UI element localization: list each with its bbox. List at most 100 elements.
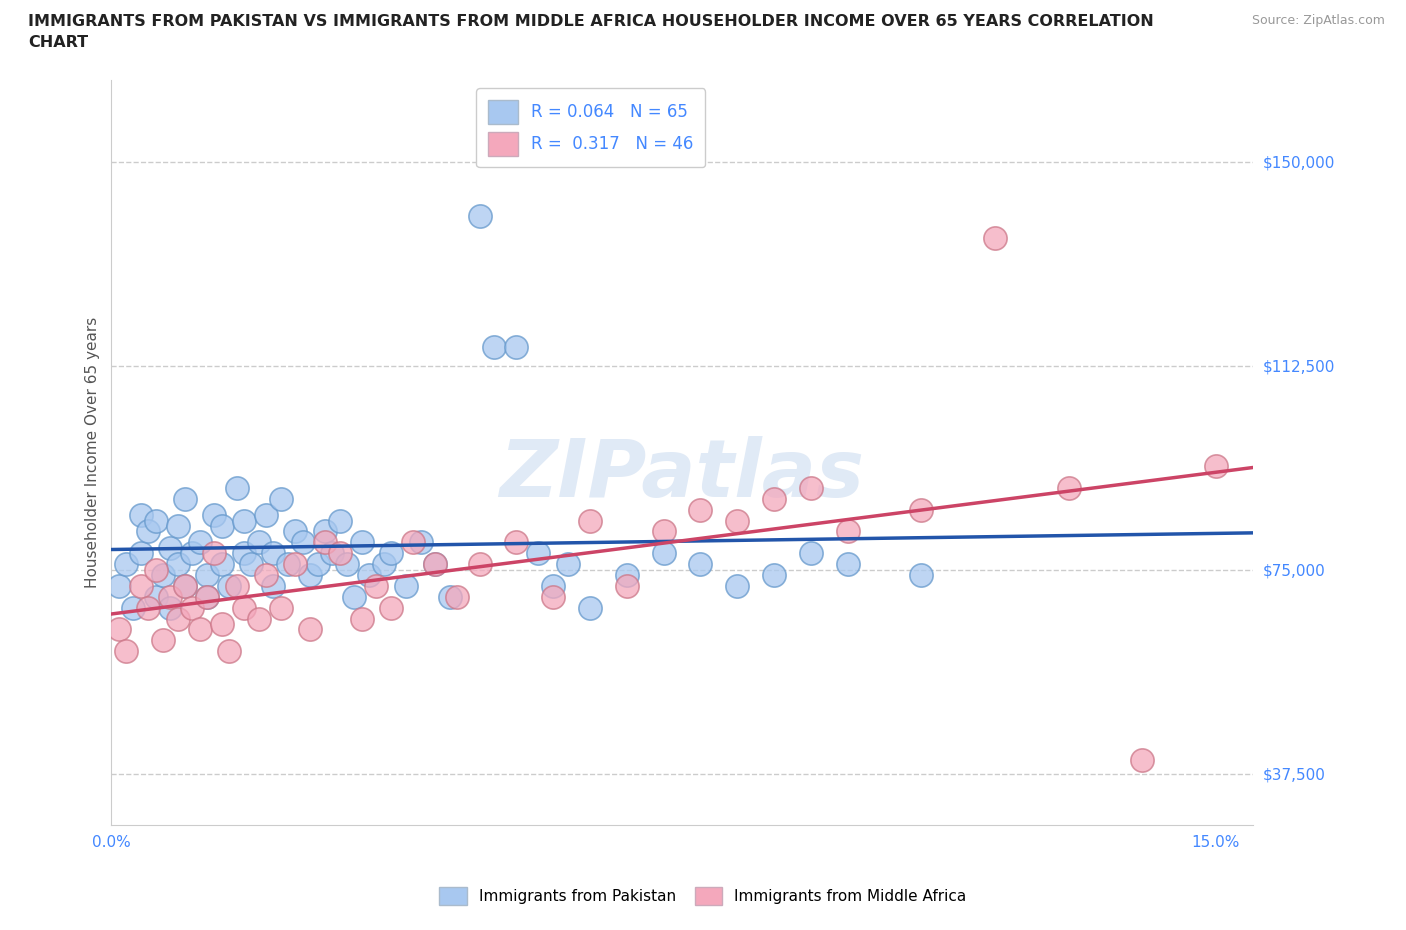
Point — [910, 502, 932, 517]
Point — [166, 611, 188, 626]
Point — [329, 546, 352, 561]
Point — [402, 535, 425, 550]
Point — [579, 600, 602, 615]
Point — [425, 557, 447, 572]
Point — [616, 567, 638, 582]
Point — [211, 519, 233, 534]
Point — [211, 557, 233, 572]
Point — [1130, 752, 1153, 767]
Point — [837, 525, 859, 539]
Point — [425, 557, 447, 572]
Point — [188, 535, 211, 550]
Point — [299, 567, 322, 582]
Point — [181, 600, 204, 615]
Point — [188, 622, 211, 637]
Point — [115, 557, 138, 572]
Point — [505, 339, 527, 354]
Point — [321, 546, 343, 561]
Point — [254, 567, 277, 582]
Point — [1205, 458, 1227, 473]
Point — [107, 622, 129, 637]
Point — [984, 231, 1007, 246]
Point — [262, 546, 284, 561]
Point — [122, 600, 145, 615]
Point — [270, 600, 292, 615]
Point — [136, 600, 159, 615]
Point — [204, 546, 226, 561]
Point — [129, 546, 152, 561]
Point — [262, 578, 284, 593]
Point — [174, 578, 197, 593]
Point — [299, 622, 322, 637]
Point — [159, 540, 181, 555]
Point — [254, 508, 277, 523]
Point — [439, 590, 461, 604]
Point — [380, 546, 402, 561]
Point — [181, 546, 204, 561]
Point — [166, 557, 188, 572]
Point — [174, 578, 197, 593]
Legend: R = 0.064   N = 65, R =  0.317   N = 46: R = 0.064 N = 65, R = 0.317 N = 46 — [477, 88, 706, 167]
Point — [284, 557, 307, 572]
Point — [195, 590, 218, 604]
Legend: Immigrants from Pakistan, Immigrants from Middle Africa: Immigrants from Pakistan, Immigrants fro… — [432, 879, 974, 913]
Point — [373, 557, 395, 572]
Point — [233, 600, 256, 615]
Point — [468, 557, 491, 572]
Point — [359, 567, 381, 582]
Point — [240, 557, 263, 572]
Point — [557, 557, 579, 572]
Point — [152, 567, 174, 582]
Point — [225, 481, 247, 496]
Point — [115, 644, 138, 658]
Point — [800, 546, 823, 561]
Point — [307, 557, 329, 572]
Point — [284, 525, 307, 539]
Point — [145, 562, 167, 577]
Point — [218, 644, 240, 658]
Point — [107, 578, 129, 593]
Point — [1057, 481, 1080, 496]
Y-axis label: Householder Income Over 65 years: Householder Income Over 65 years — [86, 317, 100, 589]
Point — [129, 508, 152, 523]
Text: Source: ZipAtlas.com: Source: ZipAtlas.com — [1251, 14, 1385, 27]
Point — [350, 535, 373, 550]
Point — [291, 535, 314, 550]
Point — [837, 557, 859, 572]
Text: CHART: CHART — [28, 35, 89, 50]
Point — [579, 513, 602, 528]
Point — [366, 578, 388, 593]
Point — [329, 513, 352, 528]
Point — [166, 519, 188, 534]
Point — [910, 567, 932, 582]
Text: IMMIGRANTS FROM PAKISTAN VS IMMIGRANTS FROM MIDDLE AFRICA HOUSEHOLDER INCOME OVE: IMMIGRANTS FROM PAKISTAN VS IMMIGRANTS F… — [28, 14, 1154, 29]
Point — [725, 513, 748, 528]
Point — [233, 513, 256, 528]
Point — [152, 632, 174, 647]
Point — [174, 491, 197, 506]
Point — [689, 557, 711, 572]
Point — [159, 600, 181, 615]
Point — [800, 481, 823, 496]
Point — [195, 567, 218, 582]
Point — [159, 590, 181, 604]
Point — [468, 208, 491, 223]
Point — [616, 578, 638, 593]
Point — [336, 557, 359, 572]
Point — [541, 578, 564, 593]
Point — [446, 590, 468, 604]
Point — [350, 611, 373, 626]
Point — [204, 508, 226, 523]
Point — [129, 578, 152, 593]
Text: ZIPatlas: ZIPatlas — [499, 436, 865, 514]
Point — [218, 578, 240, 593]
Point — [225, 578, 247, 593]
Point — [541, 590, 564, 604]
Point — [689, 502, 711, 517]
Point — [136, 525, 159, 539]
Point — [145, 590, 167, 604]
Point — [763, 567, 786, 582]
Point — [725, 578, 748, 593]
Point — [484, 339, 506, 354]
Point — [277, 557, 299, 572]
